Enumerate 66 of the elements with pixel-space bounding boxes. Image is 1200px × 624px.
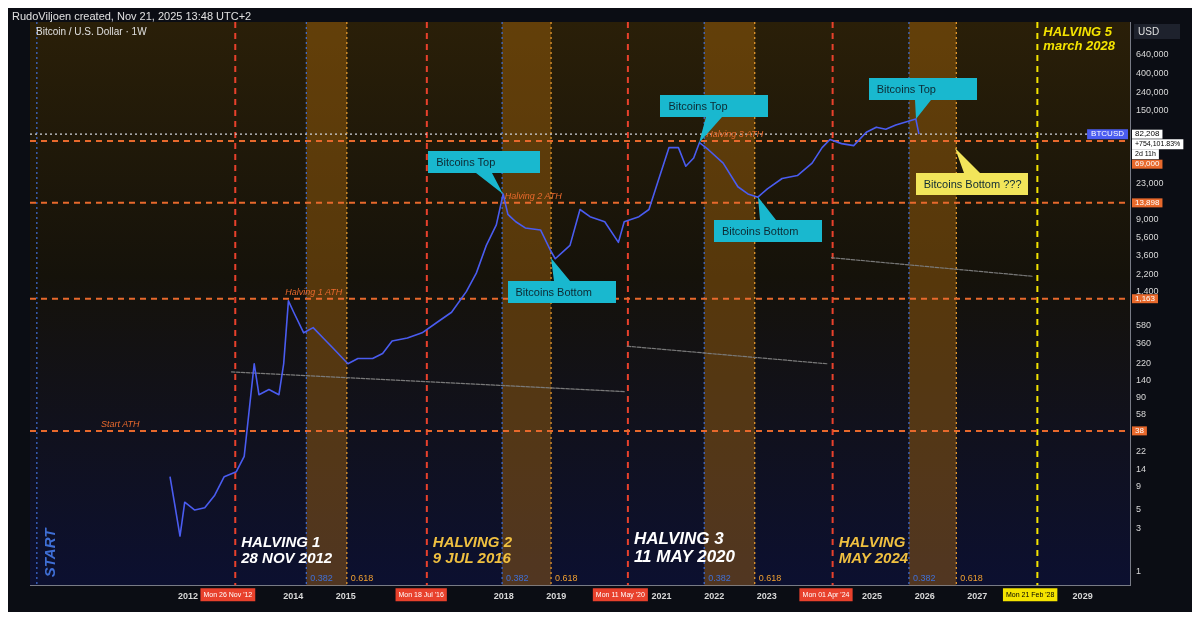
- x-tick-label: 2015: [335, 591, 356, 602]
- y-tick-label: 5: [1136, 503, 1142, 514]
- y-tick-label: 580: [1136, 320, 1152, 331]
- y-tick-label: 5,600: [1136, 232, 1159, 243]
- chart-subtitle: RudoViljoen created, Nov 21, 2025 13:48 UTC+2: [12, 10, 252, 23]
- text: BTCUSD: [1091, 129, 1125, 139]
- annotation: Bitcoins Top: [876, 81, 936, 96]
- annotation: 0.618: [758, 572, 782, 583]
- annotation: HALVING 2 9 JUL 2016: [432, 532, 513, 566]
- y-tick-label: 400,000: [1136, 67, 1169, 78]
- x-tick-label: 2019: [546, 591, 567, 602]
- annotation: 0.382: [310, 572, 333, 583]
- ref-line-label: 82,208: [1135, 129, 1161, 139]
- y-tick-label: 140: [1136, 374, 1152, 385]
- chart-title: Bitcoin / U.S. Dollar · 1W: [36, 25, 148, 37]
- annotation: Bitcoins Bottom: [515, 285, 592, 300]
- annotation: HALVING 5 march 2028: [1043, 24, 1116, 54]
- y-tick-label: 90: [1136, 392, 1147, 403]
- y-tick-label: 23,000: [1136, 177, 1164, 188]
- x-tick-label: 2025: [862, 591, 883, 602]
- annotation: 0.618: [960, 572, 983, 583]
- y-tick-label: 220: [1136, 357, 1152, 368]
- annotation: 0.618: [555, 572, 578, 583]
- annotation: START: [40, 526, 58, 578]
- y-tick-label: 58: [1136, 409, 1147, 420]
- annotation: Bitcoins Top: [436, 154, 496, 169]
- x-tick-label: 2018: [493, 591, 514, 602]
- annotation: Bitcoins Top: [668, 98, 728, 113]
- y-tick-label: 2,200: [1136, 268, 1159, 279]
- annotation: HALVING MAY 2024: [838, 532, 909, 566]
- y-tick-label: 360: [1136, 338, 1152, 349]
- y-tick-label: 1: [1136, 565, 1142, 576]
- x-tick-label: 2023: [756, 591, 777, 602]
- annotation: Bitcoins Bottom: [721, 224, 799, 239]
- y-axis-title: USD: [1138, 25, 1160, 37]
- annotation: Start ATH: [101, 418, 141, 429]
- y-tick-label: 22: [1136, 446, 1147, 457]
- y-tick-label: 3: [1136, 523, 1142, 534]
- annotation: HALVING 1 28 NOV 2012: [240, 532, 333, 566]
- x-tick-label: 2022: [704, 591, 725, 602]
- y-tick-label: 150,000: [1136, 105, 1169, 116]
- y-tick-label: 640,000: [1136, 49, 1169, 60]
- annotation: Halving 1 ATH: [285, 286, 343, 297]
- ref-line-label: 38: [1135, 426, 1145, 436]
- annotation: HALVING 3 11 MAY 2020: [633, 529, 736, 567]
- y-tick-label: 14: [1136, 463, 1147, 474]
- annotation: Halving 2 ATH: [504, 190, 563, 201]
- y-tick-label: 9,000: [1136, 214, 1159, 225]
- x-tick-label: 2029: [1072, 591, 1093, 602]
- annotation: 0.382: [912, 572, 936, 583]
- annotation: Halving 3 ATH: [706, 128, 764, 139]
- annotation: Bitcoins Bottom ???: [923, 176, 1022, 191]
- y-tick-label: 240,000: [1136, 87, 1169, 98]
- ref-line-label: 1,163: [1135, 293, 1156, 303]
- annotation: 0.382: [506, 572, 529, 583]
- x-tick-label: 2027: [967, 591, 988, 602]
- y-tick-label: 9: [1136, 481, 1142, 492]
- annotation: 0.618: [350, 572, 374, 583]
- y-tick-label: 3,600: [1136, 249, 1159, 260]
- x-tick-label: 2021: [651, 591, 672, 602]
- ref-line-label: 13,898: [1135, 198, 1161, 208]
- x-tick-label: 2026: [914, 591, 935, 602]
- x-tick-label: 2014: [283, 591, 304, 602]
- x-tick-label: 2012: [177, 591, 198, 602]
- annotation: 0.382: [708, 572, 731, 583]
- ref-line-label: 69,000: [1135, 159, 1161, 169]
